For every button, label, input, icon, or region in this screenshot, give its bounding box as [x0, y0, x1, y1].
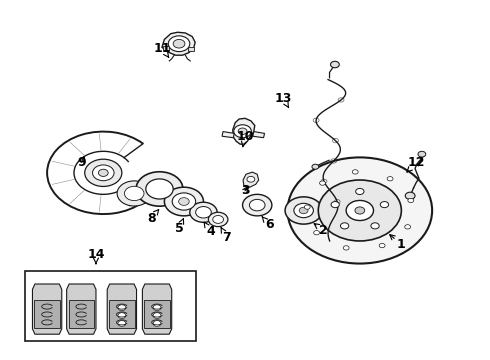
Circle shape: [371, 223, 379, 229]
Circle shape: [343, 246, 349, 250]
Polygon shape: [253, 132, 265, 138]
Circle shape: [318, 180, 401, 241]
Circle shape: [304, 205, 310, 209]
Circle shape: [153, 320, 161, 326]
Circle shape: [294, 203, 314, 218]
Circle shape: [146, 179, 173, 199]
Polygon shape: [145, 300, 170, 328]
Circle shape: [341, 223, 349, 229]
Bar: [25, 271, 196, 341]
Polygon shape: [162, 32, 195, 55]
Circle shape: [314, 230, 319, 235]
Circle shape: [190, 202, 217, 222]
Circle shape: [164, 187, 203, 216]
Circle shape: [196, 207, 211, 218]
Circle shape: [179, 198, 189, 206]
Circle shape: [118, 305, 126, 311]
Text: 10: 10: [236, 130, 254, 147]
Circle shape: [118, 313, 126, 319]
Circle shape: [98, 169, 108, 176]
Polygon shape: [34, 300, 60, 328]
Polygon shape: [109, 300, 135, 328]
Circle shape: [208, 212, 228, 226]
Text: 13: 13: [274, 92, 292, 108]
Polygon shape: [107, 284, 137, 334]
Polygon shape: [143, 284, 172, 334]
Circle shape: [356, 188, 364, 194]
Circle shape: [243, 194, 272, 216]
Polygon shape: [32, 284, 62, 334]
Circle shape: [173, 40, 185, 48]
Circle shape: [153, 184, 166, 194]
Polygon shape: [188, 47, 194, 51]
Text: 9: 9: [77, 156, 86, 168]
Circle shape: [172, 193, 196, 210]
Circle shape: [234, 125, 251, 138]
Circle shape: [319, 181, 325, 185]
Text: 1: 1: [390, 235, 406, 251]
Text: 6: 6: [262, 217, 274, 231]
Text: 7: 7: [221, 228, 231, 244]
Circle shape: [379, 243, 385, 248]
Circle shape: [405, 192, 415, 199]
Circle shape: [136, 172, 183, 206]
Circle shape: [331, 61, 339, 68]
Circle shape: [85, 159, 122, 186]
Text: 2: 2: [314, 224, 327, 237]
Circle shape: [285, 197, 322, 224]
Circle shape: [299, 207, 308, 214]
Text: 5: 5: [174, 219, 184, 235]
Polygon shape: [67, 284, 96, 334]
Polygon shape: [163, 46, 169, 50]
Circle shape: [312, 164, 319, 169]
Text: 12: 12: [407, 156, 425, 172]
Polygon shape: [233, 118, 255, 144]
Circle shape: [247, 176, 255, 182]
Circle shape: [168, 36, 190, 51]
Circle shape: [408, 198, 414, 203]
Circle shape: [124, 186, 144, 201]
Text: 8: 8: [147, 210, 159, 225]
Circle shape: [249, 199, 265, 211]
Text: 11: 11: [153, 41, 171, 58]
Circle shape: [331, 202, 340, 208]
Polygon shape: [222, 132, 234, 138]
Polygon shape: [243, 172, 259, 187]
Circle shape: [380, 202, 389, 208]
Text: 3: 3: [241, 184, 249, 197]
Circle shape: [346, 201, 373, 221]
Circle shape: [153, 305, 161, 311]
Circle shape: [355, 207, 365, 214]
Circle shape: [288, 157, 432, 264]
Circle shape: [93, 165, 114, 181]
Circle shape: [118, 320, 126, 326]
Circle shape: [153, 313, 161, 319]
Circle shape: [405, 225, 411, 229]
Circle shape: [117, 181, 151, 206]
Circle shape: [418, 151, 426, 157]
Circle shape: [238, 128, 247, 134]
Circle shape: [213, 216, 223, 224]
Text: 4: 4: [204, 222, 215, 238]
Text: 14: 14: [87, 248, 105, 264]
Circle shape: [387, 177, 393, 181]
Polygon shape: [69, 300, 94, 328]
Circle shape: [352, 170, 358, 174]
